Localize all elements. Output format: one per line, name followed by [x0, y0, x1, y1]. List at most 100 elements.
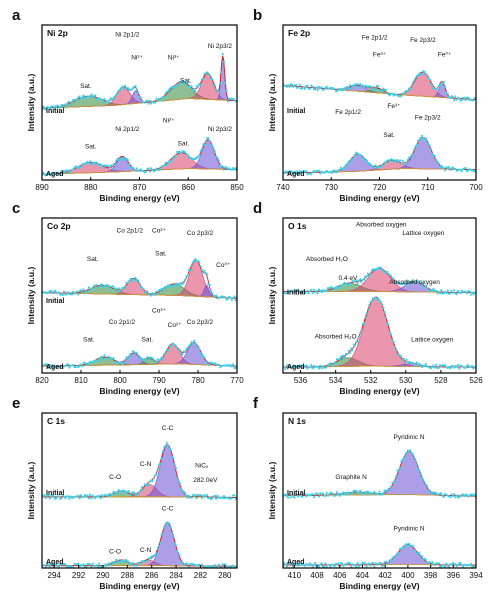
raw-data-point — [215, 497, 218, 500]
chart-panel-b: Initial Aged 740 730 720 710 700 Binding energy… — [253, 7, 483, 203]
raw-data-point — [347, 87, 350, 90]
raw-data-point — [459, 562, 462, 565]
raw-data-point — [402, 92, 405, 95]
raw-data-point — [338, 168, 341, 171]
raw-data-point — [86, 363, 89, 367]
raw-data-point — [414, 459, 417, 462]
raw-data-point — [428, 489, 431, 492]
raw-data-point — [43, 564, 46, 567]
raw-data-point — [120, 289, 123, 292]
raw-data-point — [374, 269, 377, 272]
raw-data-point — [387, 323, 390, 326]
raw-data-point — [390, 333, 393, 336]
raw-data-point — [378, 299, 381, 302]
raw-data-point — [334, 494, 337, 497]
raw-data-point — [449, 292, 452, 295]
x-tick-label: 402 — [378, 571, 392, 580]
raw-data-points — [283, 70, 476, 102]
raw-data-point — [159, 358, 162, 361]
spectrum-aged — [283, 296, 476, 371]
raw-data-point — [79, 165, 83, 168]
raw-data-point — [143, 291, 146, 294]
raw-data-point — [441, 82, 444, 86]
raw-data-point — [213, 150, 216, 153]
raw-data-point — [148, 480, 151, 483]
raw-data-point — [155, 290, 158, 293]
raw-data-point — [450, 289, 453, 293]
raw-data-point — [146, 99, 149, 102]
raw-data-point — [374, 296, 377, 299]
raw-data-point — [393, 556, 396, 559]
raw-data-point — [449, 495, 452, 499]
raw-data-point — [411, 81, 415, 84]
raw-data-point — [154, 554, 157, 557]
raw-data-point — [113, 162, 116, 165]
x-tick-label: 288 — [121, 571, 135, 580]
raw-data-point — [224, 563, 227, 566]
raw-data-point — [320, 562, 323, 565]
peak-annotation: C-O — [109, 549, 121, 556]
raw-data-point — [383, 311, 386, 314]
series-label-aged: Aged — [46, 364, 64, 371]
raw-data-point — [128, 280, 131, 283]
raw-data-point — [100, 164, 103, 167]
raw-data-point — [342, 354, 345, 357]
raw-data-point — [172, 456, 175, 459]
raw-data-point — [216, 494, 219, 497]
raw-data-point — [233, 295, 236, 298]
raw-data-point — [79, 363, 83, 366]
raw-data-point — [346, 162, 349, 165]
raw-data-point — [89, 160, 92, 163]
spectrum-initial — [283, 266, 476, 296]
raw-data-point — [400, 355, 403, 358]
raw-data-point — [173, 344, 176, 347]
raw-data-point — [65, 293, 68, 296]
raw-data-point — [420, 476, 424, 479]
raw-data-point — [165, 286, 168, 289]
raw-data-point — [433, 366, 436, 369]
raw-data-point — [363, 492, 366, 495]
raw-data-point — [151, 480, 154, 483]
raw-data-point — [418, 280, 421, 283]
raw-data-point — [460, 99, 463, 102]
raw-data-point — [333, 565, 336, 568]
raw-data-point — [390, 485, 393, 488]
raw-data-point — [290, 171, 294, 174]
raw-data-point — [111, 493, 114, 496]
raw-data-point — [211, 78, 214, 81]
raw-data-point — [297, 86, 300, 89]
spectrum-initial — [283, 70, 476, 102]
raw-data-point — [406, 544, 409, 548]
raw-data-point — [386, 489, 389, 492]
raw-data-point — [204, 140, 207, 143]
raw-data-point — [414, 362, 417, 366]
raw-data-point — [194, 342, 197, 345]
raw-data-point — [108, 165, 111, 168]
raw-data-point — [232, 363, 235, 366]
raw-data-point — [77, 494, 80, 497]
raw-data-point — [126, 560, 129, 563]
raw-data-point — [305, 170, 308, 173]
raw-data-point — [208, 140, 211, 143]
raw-data-point — [312, 496, 315, 499]
raw-data-point — [207, 136, 210, 140]
raw-data-point — [343, 165, 346, 168]
raw-data-point — [228, 565, 231, 568]
raw-data-point — [79, 494, 83, 497]
raw-data-point — [356, 340, 359, 343]
spectrum-aged — [283, 134, 476, 176]
raw-data-point — [355, 489, 358, 492]
raw-data-point — [354, 344, 357, 347]
raw-data-point — [182, 281, 185, 284]
raw-data-point — [204, 495, 207, 498]
peak-annotation: Co 2p1/2 — [109, 319, 136, 326]
raw-data-point — [124, 285, 127, 288]
raw-data-point — [423, 480, 426, 484]
raw-data-point — [60, 497, 63, 500]
raw-data-point — [386, 563, 389, 566]
raw-data-point — [168, 284, 171, 287]
raw-data-point — [126, 357, 129, 360]
raw-data-point — [435, 491, 438, 494]
raw-data-point — [194, 258, 197, 261]
raw-data-point — [191, 342, 194, 345]
